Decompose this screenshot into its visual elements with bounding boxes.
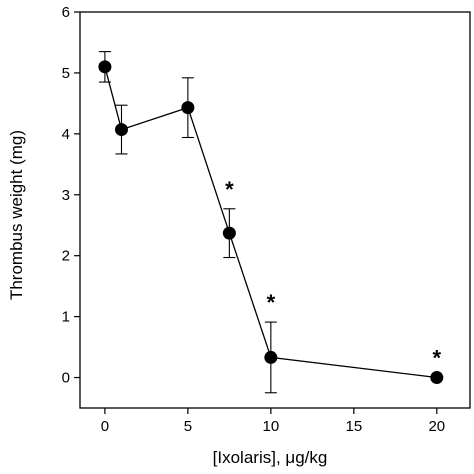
significance-marker: * — [267, 290, 276, 315]
data-point — [222, 226, 236, 240]
x-tick-label: 20 — [428, 418, 445, 435]
y-tick-label: 0 — [62, 370, 70, 387]
plot-frame — [79, 11, 471, 409]
series-line — [104, 66, 437, 379]
plot-area: 0 5 10 15 20 0 1 2 3 4 5 6 * * * — [62, 4, 471, 435]
y-axis-label: Thrombus weight (mg) — [7, 130, 26, 300]
y-tick-label: 6 — [62, 4, 70, 21]
data-point — [264, 350, 278, 364]
x-tick-label: 5 — [184, 418, 192, 435]
x-tick-label: 10 — [263, 418, 280, 435]
y-tick-label: 4 — [62, 126, 70, 143]
data-point — [98, 60, 112, 74]
x-tick-label: 15 — [345, 418, 362, 435]
y-tick-label: 2 — [62, 248, 70, 265]
y-tick-label: 3 — [62, 187, 70, 204]
significance-marker: * — [225, 177, 234, 202]
y-tick-label: 5 — [62, 65, 70, 82]
data-point — [430, 371, 444, 385]
x-axis-label: [Ixolaris], μg/kg — [213, 448, 328, 467]
x-tick-label: 0 — [101, 418, 109, 435]
significance-marker: * — [433, 346, 442, 371]
y-tick-label: 1 — [62, 309, 70, 326]
data-point — [114, 123, 128, 137]
data-point — [181, 101, 195, 115]
